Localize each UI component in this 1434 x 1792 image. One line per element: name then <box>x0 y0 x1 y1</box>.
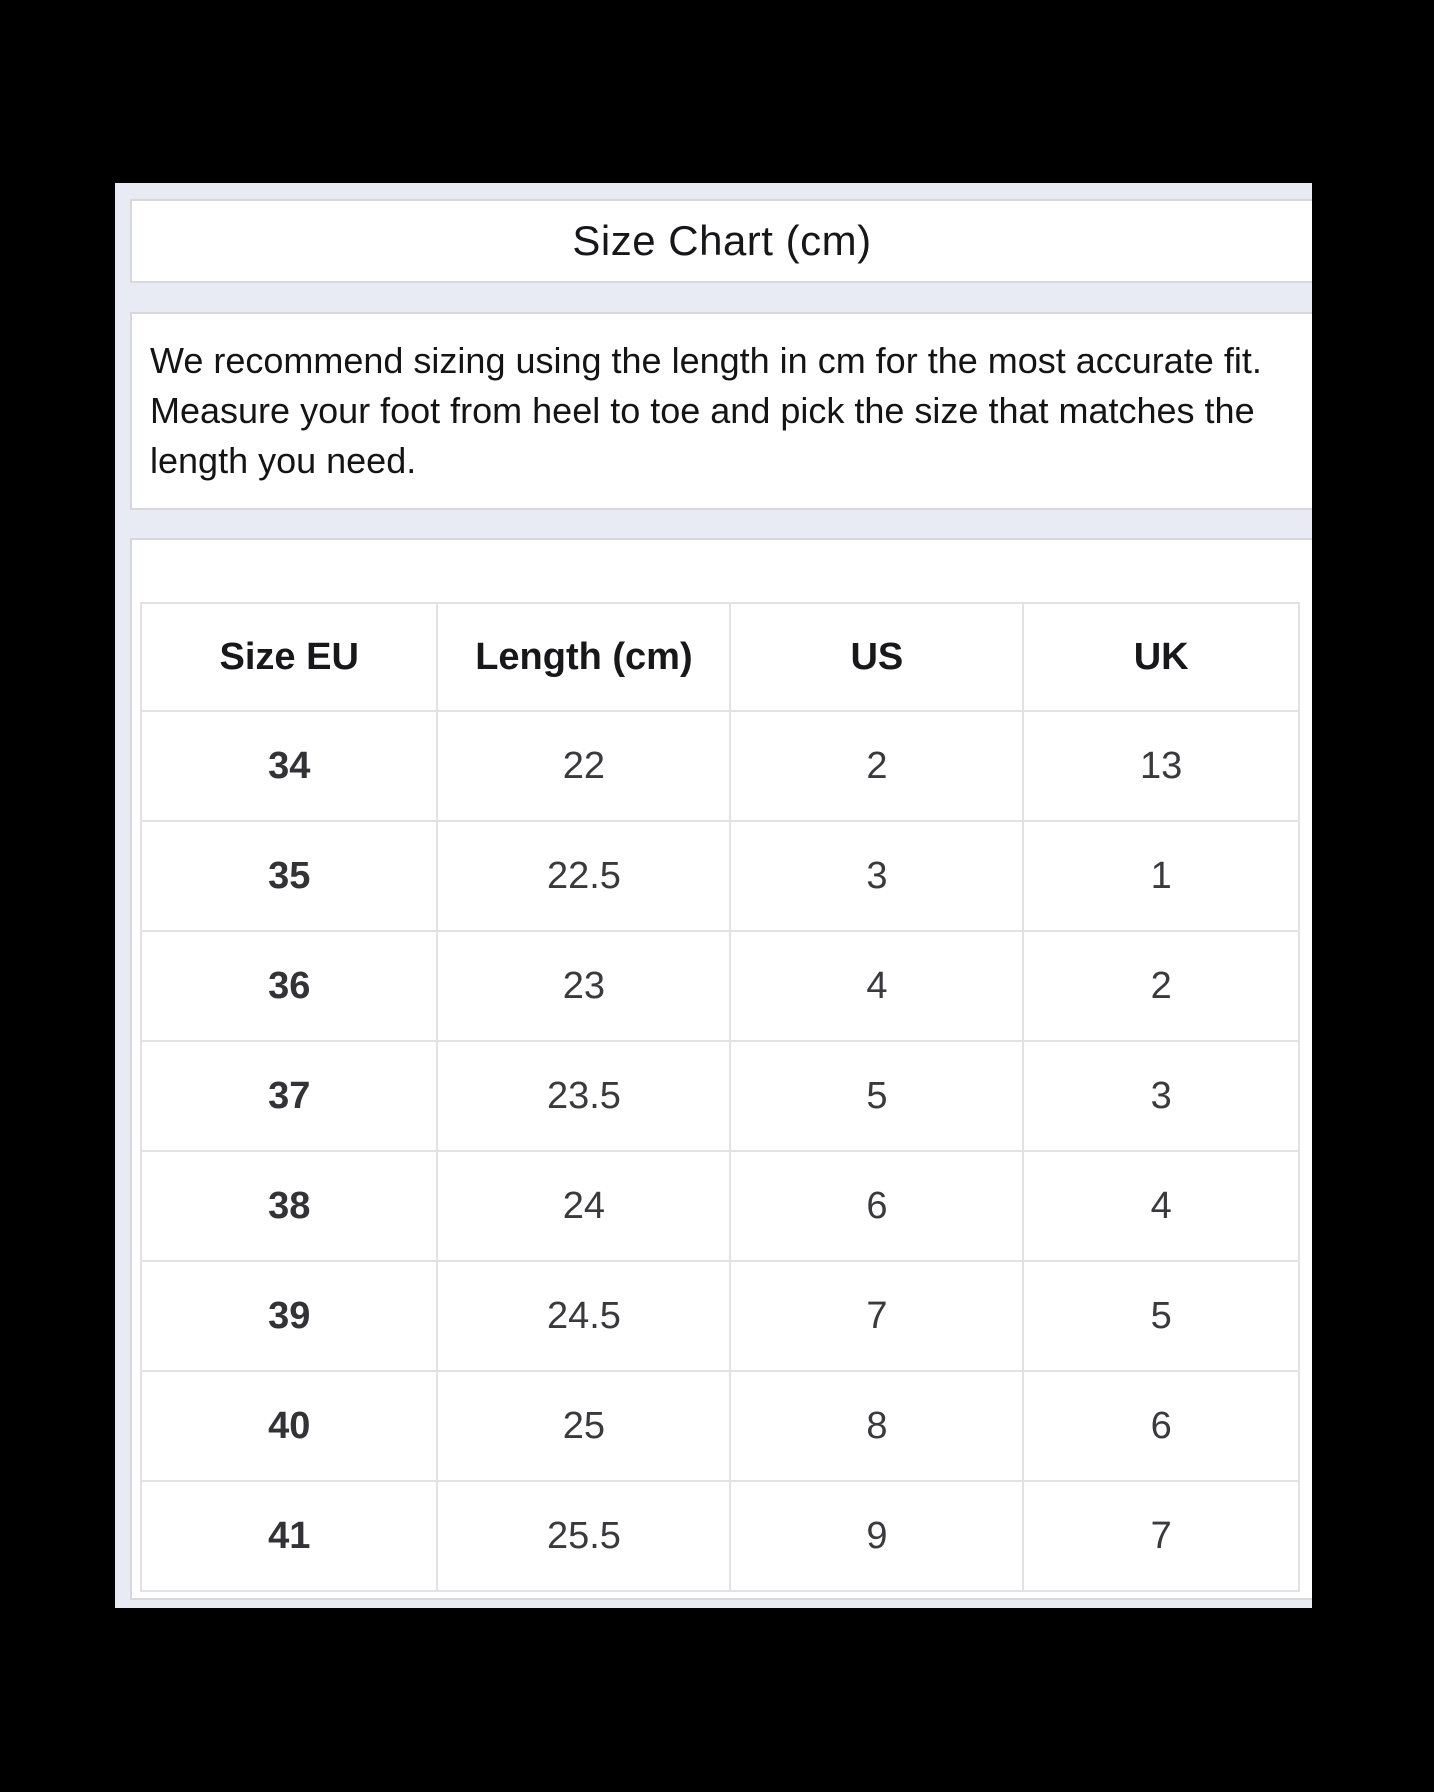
cell-length-cm: 22 <box>436 710 732 822</box>
cell-length-cm: 24.5 <box>436 1260 732 1372</box>
size-chart-header: Size Chart (cm) <box>130 199 1312 283</box>
cell-uk: 3 <box>1022 1040 1300 1152</box>
cell-us: 7 <box>729 1260 1025 1372</box>
cell-us: 2 <box>729 710 1025 822</box>
cell-length-cm: 23.5 <box>436 1040 732 1152</box>
column-header-size-eu: Size EU <box>139 602 439 712</box>
section-gap <box>130 283 1312 312</box>
cell-length-cm: 25 <box>436 1370 732 1482</box>
cell-us: 4 <box>729 930 1025 1042</box>
page-title: Size Chart (cm) <box>572 217 872 264</box>
size-chart-panel: Size Chart (cm) We recommend sizing usin… <box>115 183 1312 1608</box>
column-header-length-cm: Length (cm) <box>436 602 732 712</box>
cell-us: 9 <box>729 1480 1025 1592</box>
cell-us: 3 <box>729 820 1025 932</box>
table-row: 38 24 6 4 <box>139 1150 1300 1262</box>
cell-size-eu: 36 <box>139 930 439 1042</box>
column-header-us: US <box>729 602 1025 712</box>
cell-us: 6 <box>729 1150 1025 1262</box>
size-table-section: Size EU Length (cm) US UK 34 22 2 13 35 … <box>130 538 1312 1600</box>
cell-uk: 7 <box>1022 1480 1300 1592</box>
cell-size-eu: 40 <box>139 1370 439 1482</box>
table-row: 37 23.5 5 3 <box>139 1040 1300 1152</box>
table-row: 36 23 4 2 <box>139 930 1300 1042</box>
section-gap <box>130 510 1312 538</box>
table-row: 40 25 8 6 <box>139 1370 1300 1482</box>
cell-size-eu: 39 <box>139 1260 439 1372</box>
table-row: 39 24.5 7 5 <box>139 1260 1300 1372</box>
cell-size-eu: 41 <box>139 1480 439 1592</box>
cell-size-eu: 35 <box>139 820 439 932</box>
cell-uk: 2 <box>1022 930 1300 1042</box>
cell-length-cm: 25.5 <box>436 1480 732 1592</box>
column-header-uk: UK <box>1022 602 1300 712</box>
cell-uk: 6 <box>1022 1370 1300 1482</box>
cell-uk: 13 <box>1022 710 1300 822</box>
table-header-row: Size EU Length (cm) US UK <box>139 602 1300 712</box>
cell-length-cm: 23 <box>436 930 732 1042</box>
table-row: 35 22.5 3 1 <box>139 820 1300 932</box>
cell-size-eu: 34 <box>139 710 439 822</box>
table-row: 34 22 2 13 <box>139 710 1300 822</box>
cell-us: 8 <box>729 1370 1025 1482</box>
sizing-recommendation-text: We recommend sizing using the length in … <box>130 312 1312 510</box>
cell-size-eu: 38 <box>139 1150 439 1262</box>
cell-size-eu: 37 <box>139 1040 439 1152</box>
table-row: 41 25.5 9 7 <box>139 1480 1300 1592</box>
cell-length-cm: 24 <box>436 1150 732 1262</box>
cell-uk: 4 <box>1022 1150 1300 1262</box>
cell-uk: 1 <box>1022 820 1300 932</box>
cell-length-cm: 22.5 <box>436 820 732 932</box>
size-conversion-table: Size EU Length (cm) US UK 34 22 2 13 35 … <box>139 602 1300 1592</box>
cell-us: 5 <box>729 1040 1025 1152</box>
cell-uk: 5 <box>1022 1260 1300 1372</box>
